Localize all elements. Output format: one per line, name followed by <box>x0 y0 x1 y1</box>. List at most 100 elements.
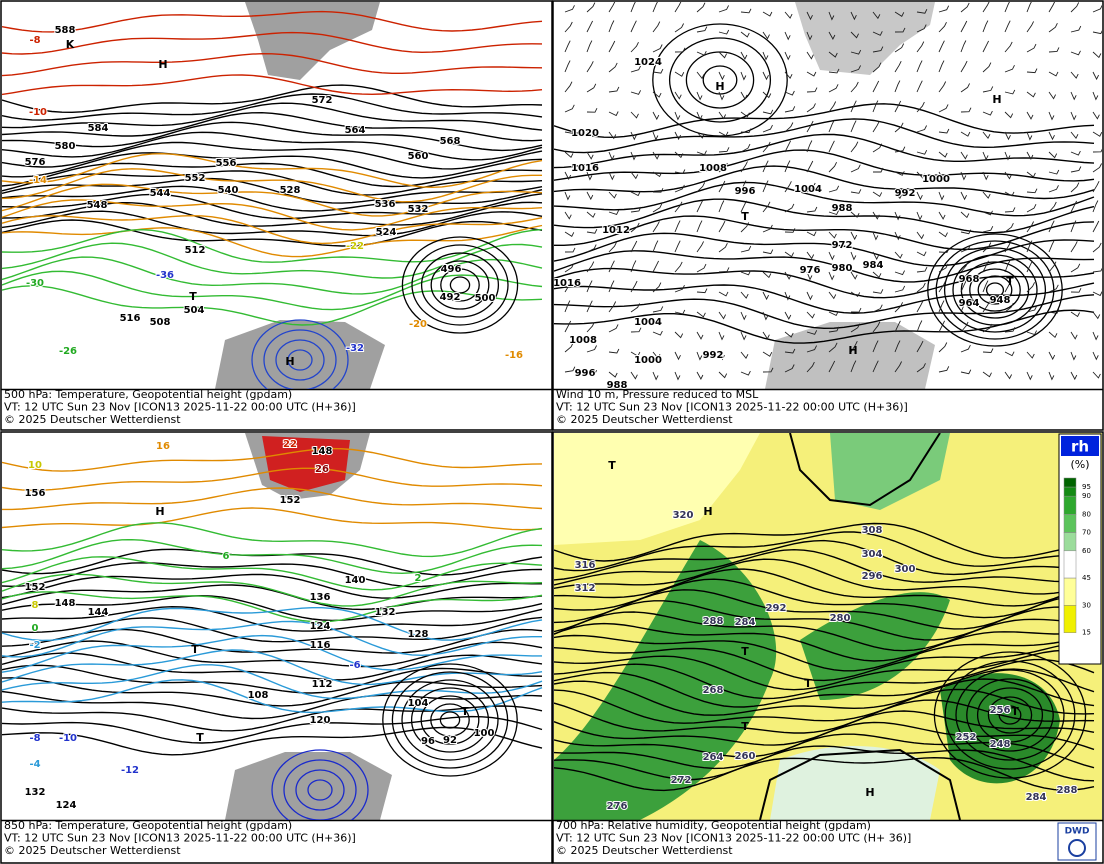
contour-label: 1008 <box>569 335 597 346</box>
legend-swatch <box>1063 605 1077 633</box>
contour-line <box>554 165 1095 200</box>
wind-barb <box>608 210 620 215</box>
contour-line <box>2 652 543 681</box>
wind-barb <box>894 100 902 113</box>
wind-barb <box>850 31 860 39</box>
wind-barb <box>586 280 593 293</box>
wind-barb <box>696 351 703 361</box>
contour-label: -36 <box>156 270 174 281</box>
wind-barb <box>850 141 859 153</box>
wind-barb <box>564 151 574 159</box>
contour-line <box>2 677 543 707</box>
contour-label: -22 <box>346 241 364 252</box>
contour-label: 288 <box>1057 785 1078 796</box>
contour-label: 1000 <box>634 355 662 366</box>
contour-label: -30 <box>26 278 44 289</box>
wind-barb <box>1048 91 1057 100</box>
contour-label: 10 <box>28 460 42 471</box>
wind-barb <box>806 345 818 353</box>
wind-barb <box>1026 240 1033 253</box>
wind-barb <box>718 371 728 379</box>
wind-barb <box>1092 331 1099 341</box>
wind-barb <box>718 131 729 137</box>
contour-label: 268 <box>703 685 724 696</box>
wind-barb <box>630 41 639 53</box>
contour-ring <box>668 37 772 123</box>
wind-barb <box>982 20 989 33</box>
contour-line <box>2 690 543 720</box>
contour-ring <box>251 319 349 389</box>
wind-barb <box>784 251 795 258</box>
wind-barb <box>740 351 749 360</box>
wind-barb <box>1004 207 1016 213</box>
wind-barb <box>960 321 969 333</box>
pressure-center: H <box>158 58 167 71</box>
wind-barb <box>696 200 703 213</box>
contour-ring <box>401 236 519 334</box>
wind-barb <box>806 361 815 373</box>
wind-barb <box>1092 311 1101 320</box>
wind-barb <box>894 43 905 53</box>
wind-barb <box>696 91 703 101</box>
wind-barb <box>1004 302 1014 313</box>
wind-barb <box>674 371 681 381</box>
wind-barb <box>740 180 747 193</box>
wind-barb <box>850 49 862 55</box>
contour-ring <box>440 268 480 302</box>
wind-barb <box>1092 351 1099 361</box>
contour-label: -6 <box>349 660 360 671</box>
wind-barb <box>1026 43 1037 53</box>
wind-barb <box>850 231 858 241</box>
contour-label: 980 <box>832 263 853 274</box>
wind-barb <box>872 340 879 353</box>
contour-line <box>554 250 1095 283</box>
wind-barb <box>1070 25 1082 33</box>
wind-barb <box>1004 131 1011 141</box>
contour-label: 276 <box>607 801 628 812</box>
wind-barb <box>850 100 857 113</box>
contour-label: 560 <box>408 151 429 162</box>
wind-barb <box>608 86 620 93</box>
wind-barb <box>762 141 771 153</box>
wind-barb <box>630 327 642 333</box>
wind-barb <box>586 244 597 253</box>
wind-barb <box>960 261 969 273</box>
wind-barb <box>586 211 596 218</box>
wind-barb <box>938 248 950 253</box>
contour-line <box>554 678 1095 716</box>
contour-label: -32 <box>346 343 364 354</box>
contour-ring <box>401 679 499 761</box>
logo-box <box>1057 822 1097 861</box>
wind-barb <box>938 300 945 313</box>
wind-barb <box>1092 91 1099 101</box>
contour-ring <box>275 339 325 381</box>
wind-barb <box>564 366 576 373</box>
wind-barb <box>960 131 971 137</box>
wind-barb <box>740 370 751 376</box>
wind-barb <box>652 2 658 13</box>
wind-barb <box>938 366 950 373</box>
contour-label: 22 <box>283 439 297 450</box>
contour-label: -8 <box>29 733 40 744</box>
wind-barb <box>586 345 598 353</box>
wind-barb <box>608 348 620 354</box>
contour-line <box>2 162 543 188</box>
wind-barb <box>630 20 637 33</box>
caption-line: VT: 12 UTC Sun 23 Nov [ICON13 2025-11-22… <box>4 401 356 414</box>
wind-barb <box>586 369 598 375</box>
contour-line <box>2 607 543 642</box>
wind-barb <box>608 20 615 33</box>
wind-barb <box>850 211 860 218</box>
wind-barb <box>1070 71 1079 79</box>
wind-barb <box>850 360 857 373</box>
contour-label: 536 <box>375 199 396 210</box>
wind-barb <box>740 161 748 173</box>
wind-barb <box>630 351 641 357</box>
contour-label: 496 <box>441 264 462 275</box>
contour-ring <box>955 669 1065 761</box>
legend-swatch <box>1063 477 1077 488</box>
contour-line <box>2 141 543 170</box>
wind-barb <box>828 161 838 173</box>
wind-barb <box>1004 41 1013 53</box>
contour-label: 556 <box>216 158 237 169</box>
